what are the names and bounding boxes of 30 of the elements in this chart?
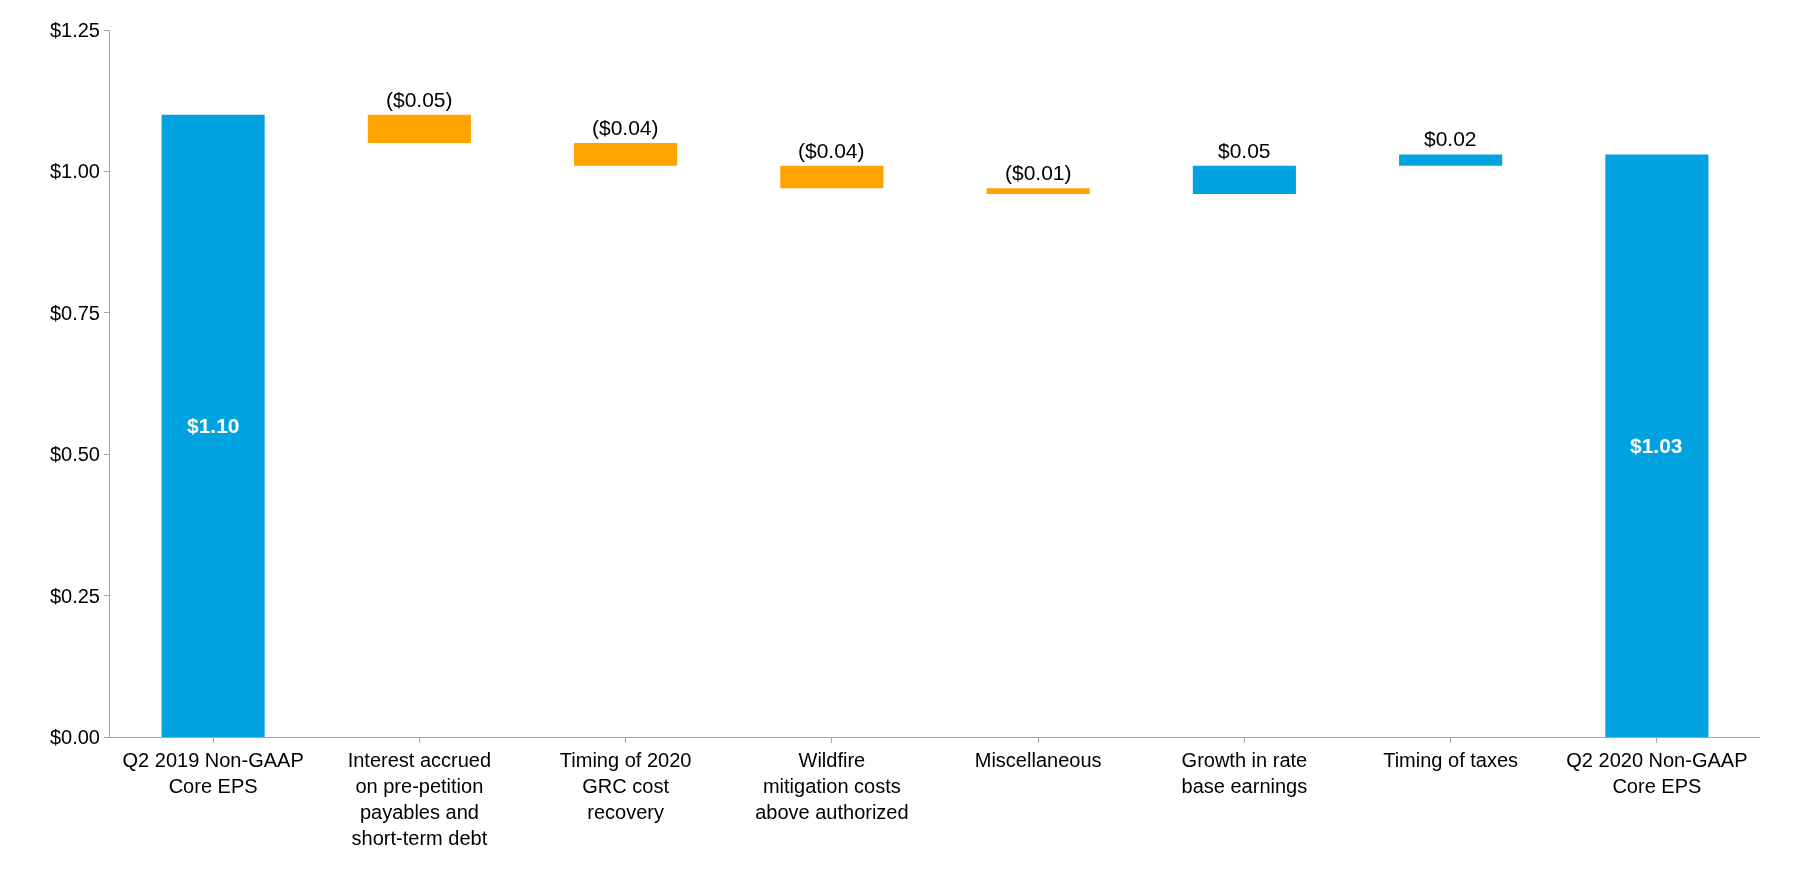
- y-tick-label: $0.75: [49, 301, 100, 324]
- x-tick-label: Q2 2019 Non-GAAP Core EPS: [122, 749, 304, 797]
- bar: [367, 114, 471, 144]
- y-tick-label: $0.25: [49, 584, 100, 607]
- data-label: ($0.01): [1005, 161, 1072, 184]
- x-tick-label: Growth in rate base earnings: [1181, 749, 1308, 797]
- x-tick-label: Timing of 2020 GRC cost recovery: [559, 749, 692, 823]
- bar: [161, 114, 265, 737]
- bar: [780, 165, 884, 189]
- bar: [986, 188, 1090, 195]
- x-tick-label: Interest accrued on pre-petition payables and short-term debt: [347, 749, 492, 849]
- x-tick-label: Q2 2020 Non-GAAP Core EPS: [1566, 749, 1748, 797]
- y-tick-label: $1.25: [49, 19, 100, 41]
- bar: [574, 143, 678, 166]
- bar: [1605, 154, 1709, 737]
- data-label: ($0.04): [798, 139, 865, 162]
- y-tick-label: $0.50: [49, 443, 100, 466]
- bar: [1192, 165, 1296, 195]
- bar: [1399, 154, 1503, 166]
- data-label: ($0.05): [386, 88, 453, 111]
- x-tick-label: Timing of taxes: [1383, 749, 1519, 771]
- x-tick-label: Wildfire mitigation costs above authorized: [755, 749, 909, 823]
- y-tick-label: $0.00: [49, 726, 100, 748]
- x-tick-label: Miscellaneous: [974, 749, 1102, 771]
- data-label: $1.03: [1630, 434, 1683, 457]
- y-tick-label: $1.00: [49, 160, 100, 183]
- data-label: $0.02: [1424, 127, 1477, 150]
- data-label: ($0.04): [592, 116, 659, 139]
- data-label: $1.10: [187, 414, 240, 437]
- data-label: $0.05: [1218, 139, 1271, 162]
